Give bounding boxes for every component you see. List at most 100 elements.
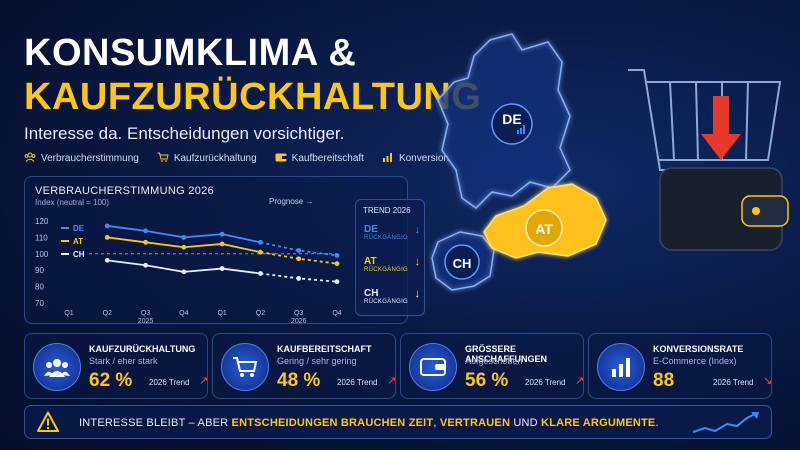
series-forecast-de <box>260 241 338 257</box>
banner-highlight: ENTSCHEIDUNGEN BRAUCHEN ZEIT <box>231 417 434 429</box>
data-point-de <box>334 253 340 258</box>
data-point-ch <box>258 271 263 276</box>
legend-item-kaufzurueckhaltung: Kaufzurückhaltung <box>157 152 257 165</box>
banner-part: , <box>433 417 440 429</box>
y-tick-label: 100 <box>35 250 49 259</box>
kpi-subtitle: Stark / eher stark <box>89 356 158 366</box>
legend-item-kaufbereitschaft: Kaufbereitschaft <box>275 152 364 165</box>
data-point-de <box>219 231 225 237</box>
kpi-card-kaufbereitschaft: KAUFBEREITSCHAFT Gering / sehr gering 48… <box>212 333 396 399</box>
x-tick-label: Q1 <box>217 310 226 317</box>
dach-map: DE AT CH <box>431 33 607 291</box>
arrow-up-right-icon: ↗ <box>387 375 397 387</box>
trend-row-at: AT RÜCKGÄNGIG ↓ <box>364 256 420 273</box>
arrow-down-icon: ↓ <box>414 256 421 268</box>
data-point-at <box>334 261 340 267</box>
cart-wallet-illustration <box>628 69 789 251</box>
line-chart: 120 110 100 90 80 70 Q1 Q2 Q3 Q4 Q1 Q2 Q3 Q4 2025 2026 D… <box>35 217 342 325</box>
y-tick-label: 80 <box>35 283 44 292</box>
arrow-up-right-icon: ↗ <box>199 375 209 387</box>
ch-badge <box>444 244 480 280</box>
warning-icon <box>37 411 59 432</box>
trend-spark-icon <box>692 412 759 433</box>
arrow-down-icon: ↓ <box>414 224 421 236</box>
banner-part: . <box>655 417 659 429</box>
trend-row-de: DE RÜCKGÄNGIG ↓ <box>364 224 420 241</box>
kpi-value: 88 <box>653 370 675 391</box>
chart-title: VERBRAUCHERSTIMMUNG 2026 <box>35 185 214 197</box>
mini-bars-icon <box>517 125 525 134</box>
kpi-title: KONVERSIONSRATE <box>653 344 744 354</box>
y-tick-label: 70 <box>35 299 44 308</box>
data-point-ch <box>296 276 302 281</box>
kpi-subtitle: Aufgeschoben <box>465 356 523 366</box>
de-label: DE <box>502 111 521 127</box>
y-tick-label: 90 <box>35 266 44 275</box>
trend-box: TREND 2026 DE RÜCKGÄNGIG ↓ AT RÜCKGÄNGIG… <box>355 199 425 316</box>
arrow-down-icon <box>701 96 741 160</box>
data-point-de <box>143 228 148 234</box>
banner-part: INTERESSE BLEIBT – ABER <box>79 417 232 429</box>
x-tick-label: Q2 <box>256 310 265 317</box>
kpi-title: KAUFZURÜCKHALTUNG <box>89 344 196 354</box>
trend-country: DE <box>364 224 378 235</box>
x-tick-label: Q4 <box>179 310 188 317</box>
cart-icon <box>221 343 269 391</box>
kpi-value: 48 % <box>277 370 321 391</box>
arrow-down-icon: ↓ <box>414 288 421 300</box>
page-subtitle: Interesse da. Entscheidungen vorsichtige… <box>24 124 345 143</box>
trend-status: RÜCKGÄNGIG <box>364 235 409 241</box>
wallet-icon <box>659 167 789 251</box>
banner-highlight: VERTRAUEN <box>439 417 511 429</box>
y-tick-label: 120 <box>35 217 49 226</box>
trend-country: AT <box>364 256 377 267</box>
data-point-ch <box>143 262 148 268</box>
people-icon <box>33 343 81 391</box>
wallet-icon <box>409 343 457 391</box>
trend-row-ch: CH RÜCKGÄNGIG ↓ <box>364 288 420 305</box>
arrow-up-right-icon: ↗ <box>575 375 585 387</box>
year-label: 2026 <box>291 318 307 325</box>
ch-label: CH <box>453 256 472 271</box>
page-title-line2: KAUFZURÜCKHALTUNG <box>24 76 482 118</box>
trend-status: RÜCKGÄNGIG <box>364 299 409 305</box>
kpi-value: 62 % <box>89 370 133 391</box>
shopping-cart-icon <box>628 69 782 171</box>
kpi-value: 56 % <box>465 370 509 391</box>
x-tick-label: Q3 <box>141 310 150 317</box>
at-label: AT <box>535 221 553 237</box>
kpi-card-kaufzurueckhaltung: KAUFZURÜCKHALTUNG Stark / eher stark 62 … <box>24 333 208 399</box>
banner-highlight: KLARE ARGUMENTE <box>541 417 656 429</box>
data-point-de <box>258 239 263 245</box>
people-icon <box>24 152 36 165</box>
at-badge <box>525 209 563 247</box>
series-legend-label: AT <box>73 237 83 246</box>
banner-text: INTERESSE BLEIBT – ABER ENTSCHEIDUNGEN B… <box>79 417 659 429</box>
trend-status: RÜCKGÄNGIG <box>364 267 409 273</box>
page-title-line1: KONSUMKLIMA & <box>24 32 357 74</box>
data-point-de <box>181 235 187 240</box>
data-point-at <box>219 241 225 247</box>
data-point-at <box>258 249 263 255</box>
year-label: 2025 <box>138 318 154 325</box>
wallet-icon <box>275 152 287 165</box>
x-tick-label: Q3 <box>294 310 303 317</box>
chart-panel: VERBRAUCHERSTIMMUNG 2026 Index (neutral … <box>24 176 425 325</box>
data-point-at <box>104 235 110 240</box>
kpi-title: KAUFBEREITSCHAFT <box>277 344 372 354</box>
legend-label: Konversion <box>398 153 449 164</box>
data-point-ch <box>181 269 187 275</box>
x-tick-label: Q2 <box>103 310 112 317</box>
bottom-banner: INTERESSE BLEIBT – ABER ENTSCHEIDUNGEN B… <box>24 405 772 439</box>
bar-chart-icon <box>597 343 645 391</box>
legend-label: Kaufzurückhaltung <box>173 153 257 164</box>
legend-item-verbraucherstimmung: Verbraucherstimmung <box>24 152 139 165</box>
kpi-subtitle: Gering / sehr gering <box>277 356 357 366</box>
cart-icon <box>157 152 169 165</box>
legend-item-konversion: Konversion <box>382 152 449 165</box>
x-tick-label: Q4 <box>332 310 341 317</box>
legend-label: Verbraucherstimmung <box>41 153 139 164</box>
data-point-at <box>296 256 302 262</box>
chart-subtitle: Index (neutral = 100) <box>35 198 110 207</box>
kpi-trend-label: 2026 Trend <box>149 378 190 387</box>
